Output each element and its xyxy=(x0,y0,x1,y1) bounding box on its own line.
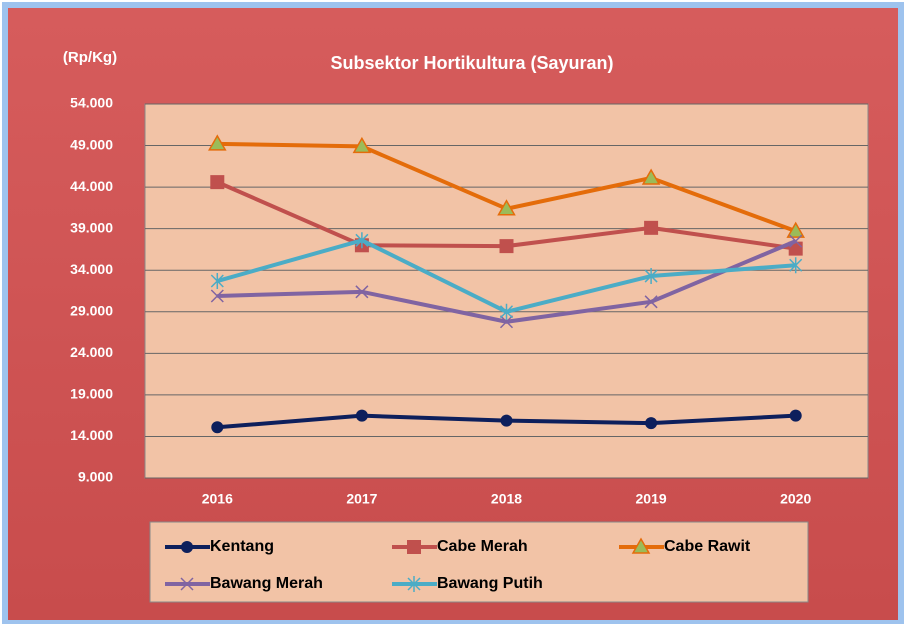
y-tick-label: 29.000 xyxy=(70,302,113,318)
data-point xyxy=(500,414,513,427)
y-tick-label: 9.000 xyxy=(78,469,113,485)
data-point xyxy=(210,273,224,290)
y-tick-label: 14.000 xyxy=(70,427,113,443)
x-tick-label: 2017 xyxy=(346,491,377,507)
data-point xyxy=(645,417,658,430)
data-point xyxy=(789,234,803,248)
data-point xyxy=(352,136,372,154)
legend-label: Bawang Merah xyxy=(210,575,323,592)
data-point xyxy=(355,409,368,422)
data-point xyxy=(499,303,514,320)
data-point xyxy=(210,289,224,303)
data-point xyxy=(210,175,225,190)
x-tick-label: 2018 xyxy=(491,491,522,507)
x-tick-label: 2020 xyxy=(780,491,811,507)
data-point xyxy=(644,220,659,235)
legend-label: Kentang xyxy=(210,538,274,555)
data-point xyxy=(499,239,514,254)
y-axis-label: (Rp/Kg) xyxy=(63,49,117,66)
legend-label: Bawang Putih xyxy=(437,575,543,592)
legend-marker xyxy=(181,541,193,553)
data-point xyxy=(497,199,516,216)
y-tick-label: 34.000 xyxy=(70,261,113,277)
data-point xyxy=(499,315,514,329)
data-point xyxy=(789,409,802,422)
chart-title: Subsektor Hortikultura (Sayuran) xyxy=(330,53,613,73)
data-point xyxy=(786,221,805,238)
x-tick-label: 2016 xyxy=(202,491,233,507)
y-tick-label: 54.000 xyxy=(70,95,113,111)
y-tick-label: 19.000 xyxy=(70,386,113,402)
legend-marker xyxy=(407,576,421,592)
y-tick-label: 49.000 xyxy=(70,136,113,152)
legend-marker xyxy=(407,540,421,554)
legend-label: Cabe Rawit xyxy=(664,538,751,555)
data-point xyxy=(644,268,658,285)
data-point xyxy=(355,232,369,249)
data-point xyxy=(641,168,661,185)
legend-marker xyxy=(180,577,194,591)
data-point xyxy=(644,295,658,309)
y-tick-label: 24.000 xyxy=(70,344,113,360)
x-tick-label: 2019 xyxy=(636,491,667,507)
data-point xyxy=(208,134,227,151)
legend-marker xyxy=(631,537,651,554)
legend xyxy=(149,521,809,603)
data-point xyxy=(355,285,369,299)
y-tick-label: 44.000 xyxy=(70,178,113,194)
data-point xyxy=(211,421,224,434)
data-point xyxy=(789,257,803,274)
legend-label: Cabe Merah xyxy=(437,538,528,555)
y-tick-label: 39.000 xyxy=(70,219,113,235)
